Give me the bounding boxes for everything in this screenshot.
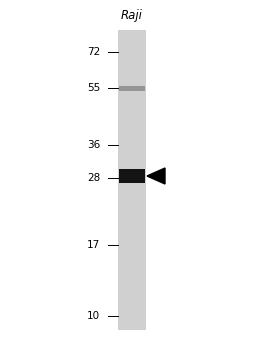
- Text: 55: 55: [87, 83, 100, 93]
- Bar: [119, 169, 145, 183]
- Text: 17: 17: [87, 240, 100, 250]
- Text: Raji: Raji: [121, 9, 143, 22]
- Polygon shape: [147, 168, 165, 184]
- Bar: [119, 86, 145, 90]
- Bar: [118, 30, 146, 330]
- Text: 28: 28: [87, 173, 100, 184]
- Text: 10: 10: [87, 311, 100, 321]
- Text: 72: 72: [87, 47, 100, 57]
- Text: 36: 36: [87, 140, 100, 150]
